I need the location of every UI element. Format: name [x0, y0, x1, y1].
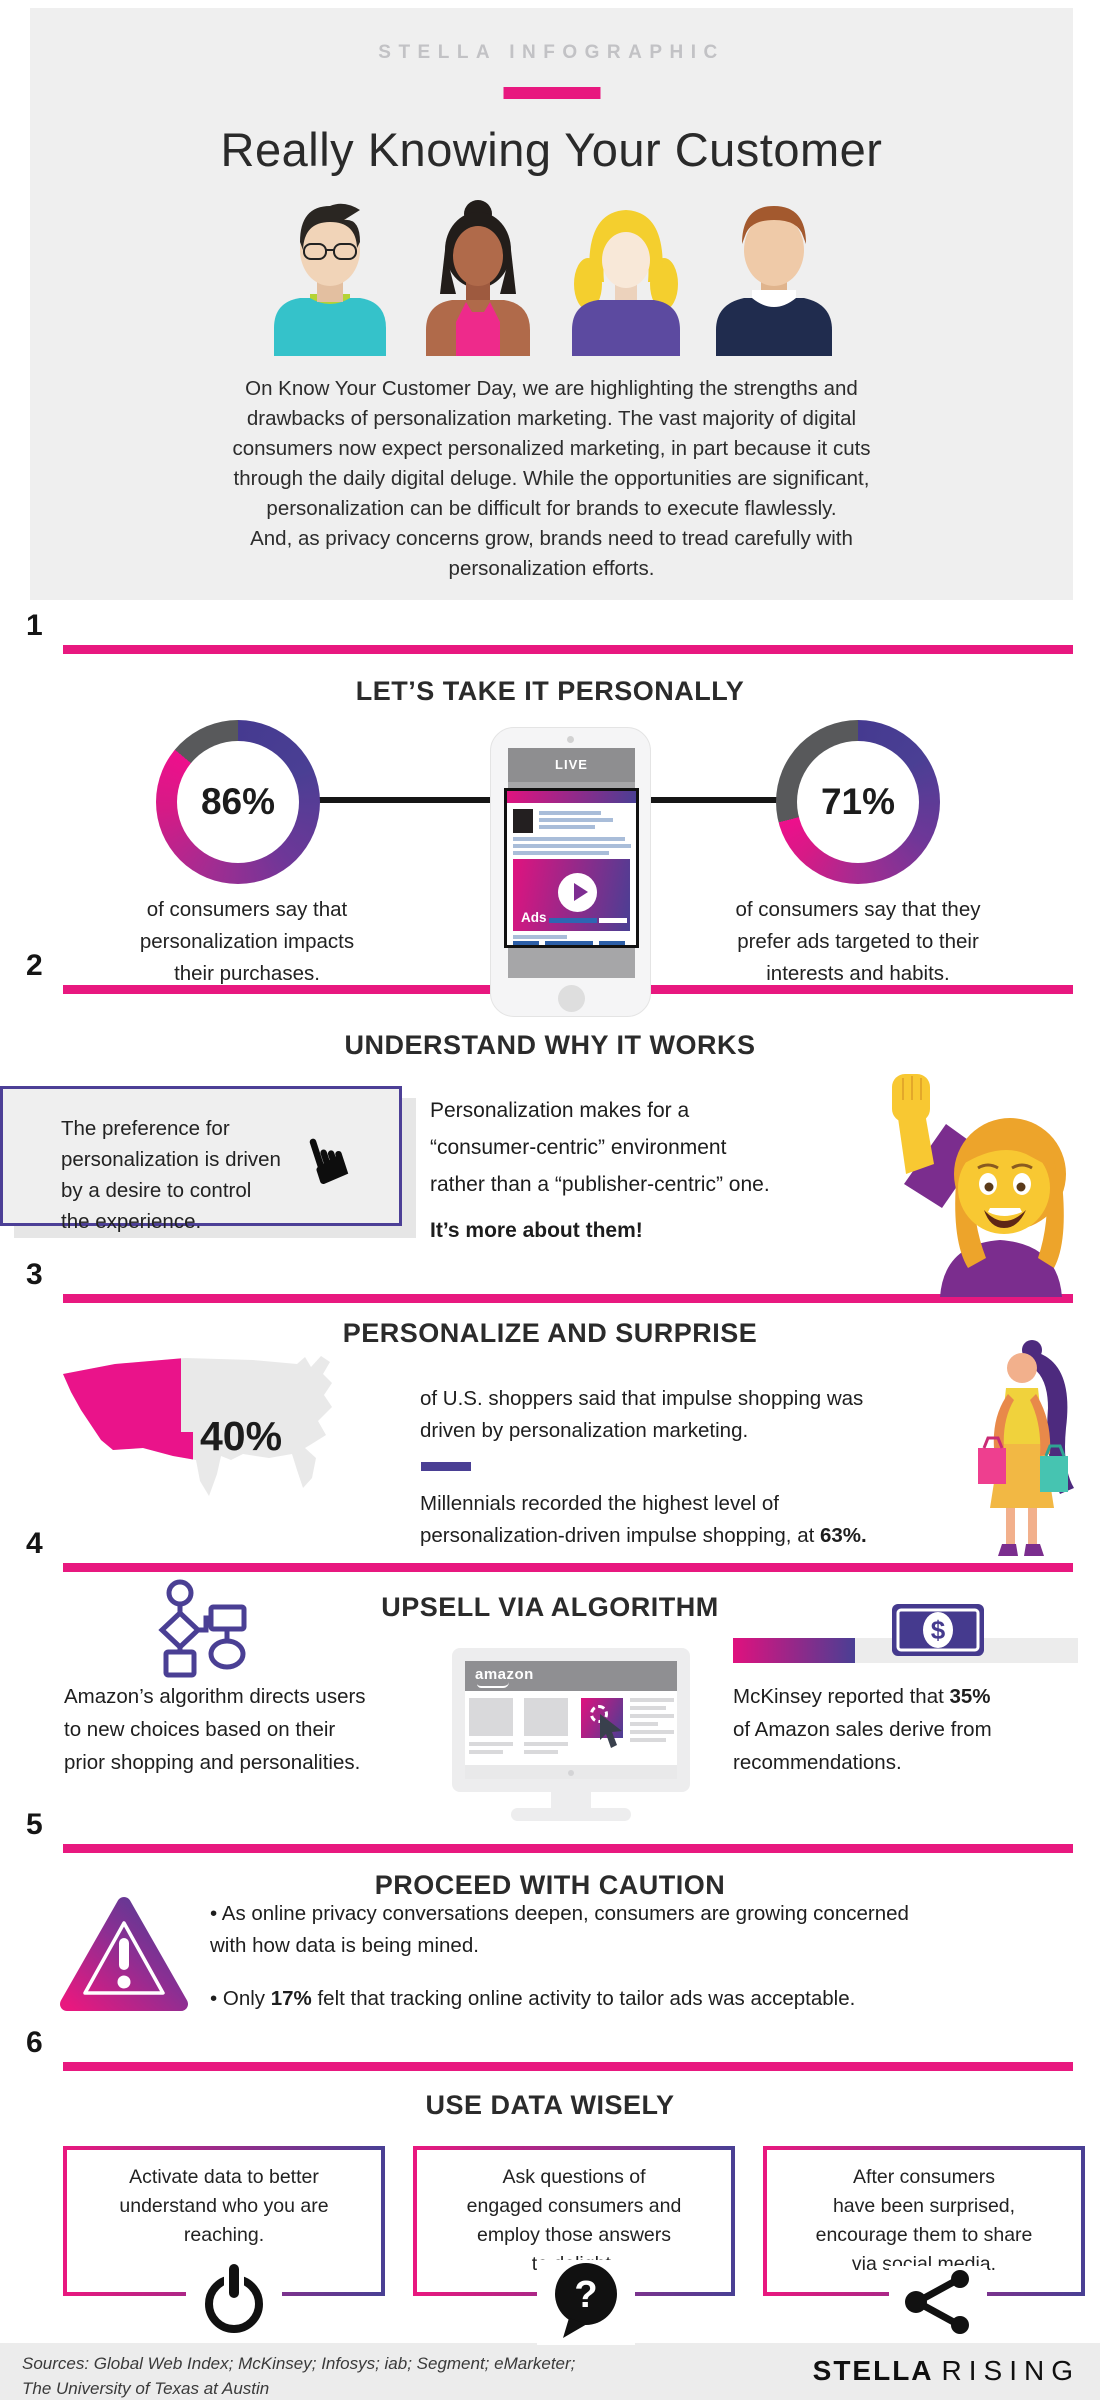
footer-bar: Sources: Global Web Index; McKinsey; Inf…	[0, 2343, 1100, 2400]
amazon-logo: amazon	[475, 1666, 534, 1683]
kicker: STELLA INFOGRAPHIC	[378, 42, 725, 63]
section-number-6: 6	[26, 2026, 43, 2059]
donut-value-71: 71%	[797, 741, 919, 863]
map-value: 40%	[200, 1413, 283, 1459]
amazon-smile-icon	[477, 1682, 509, 1688]
section-number-2: 2	[26, 949, 43, 982]
question-bubble-icon: ?	[537, 2260, 635, 2345]
bullet: •	[210, 1987, 218, 2010]
section-divider-1	[63, 645, 1073, 654]
bullet: •	[210, 1902, 218, 1925]
section-6-heading: USE DATA WISELY	[425, 2090, 675, 2120]
cursor-arrow-icon	[600, 1714, 622, 1748]
purple-accent-bar	[421, 1462, 471, 1471]
svg-text:?: ?	[574, 2274, 597, 2316]
section-5-text: • As online privacy conversations deepen…	[210, 1902, 909, 2010]
social-ad-card: Ads	[504, 788, 639, 948]
section-number-1: 1	[26, 609, 43, 642]
intro-line: through the daily digital deluge. While …	[233, 467, 870, 490]
donut-chart-86: 86%	[156, 720, 320, 884]
avatar-woman-bun	[425, 200, 530, 356]
flowchart-icon	[158, 1579, 247, 1678]
monitor-illustration: amazon	[452, 1648, 690, 1823]
section-3-text-2: Millennials recorded the highest level o…	[420, 1492, 867, 1547]
raising-hand-woman-icon	[892, 1074, 1066, 1297]
section-1-heading: LET’S TAKE IT PERSONALLY	[355, 676, 745, 706]
amazon-header-bar: amazon	[465, 1661, 677, 1691]
section-3-text-1: of U.S. shoppers said that impulse shopp…	[420, 1387, 864, 1442]
section-4-text-right: McKinsey reported that 35% of Amazon sal…	[733, 1685, 992, 1774]
play-button-icon	[558, 873, 597, 912]
money-icon: $	[892, 1604, 984, 1656]
phone-home-button	[558, 985, 585, 1012]
avatar-row	[30, 198, 1073, 356]
section-divider-3	[63, 1294, 1073, 1303]
power-icon	[186, 2264, 282, 2343]
section-number-5: 5	[26, 1808, 43, 1841]
section-number-4: 4	[26, 1527, 43, 1560]
header-panel: STELLA INFOGRAPHIC Really Knowing Your C…	[30, 8, 1073, 600]
video-progress	[549, 918, 597, 923]
millennials-value: 63%.	[819, 1524, 867, 1547]
section-divider-4	[63, 1563, 1073, 1572]
advice-box-3: After consumers have been surprised, enc…	[763, 2146, 1085, 2296]
phone-live-label: LIVE	[508, 748, 635, 782]
intro-paragraph: On Know Your Customer Day, we are highli…	[130, 374, 973, 584]
intro-line: And, as privacy concerns grow, brands ne…	[250, 527, 853, 550]
intro-line: consumers now expect personalized market…	[232, 437, 871, 460]
emphasis-line: It’s more about them!	[430, 1219, 643, 1242]
section-divider-6	[63, 2062, 1073, 2071]
section-2-heading: UNDERSTAND WHY IT WORKS	[344, 1030, 756, 1060]
section-number-3: 3	[26, 1258, 43, 1291]
svg-text:$: $	[931, 1615, 946, 1645]
intro-line: personalization can be difficult for bra…	[266, 497, 837, 520]
section-3-heading: PERSONALIZE AND SURPRISE	[342, 1318, 758, 1348]
phone-camera-dot	[567, 736, 574, 743]
callout-box: The preference for personalization is dr…	[0, 1086, 402, 1233]
share-icon	[889, 2266, 987, 2343]
section-2-text: Personalization makes for a “consumer-ce…	[430, 1092, 890, 1249]
us-map	[63, 1356, 332, 1496]
advice-box-2: Ask questions of engaged consumers and e…	[413, 2146, 735, 2296]
ad-video: Ads	[513, 859, 630, 931]
ad-gradient-bar	[507, 791, 636, 803]
ads-label: Ads	[521, 910, 547, 925]
sources-text: Sources: Global Web Index; McKinsey; Inf…	[22, 2354, 576, 2398]
avatar-man-brown-hair	[715, 206, 832, 356]
accent-bar	[503, 87, 600, 99]
donut-value-86: 86%	[177, 741, 299, 863]
warning-triangle-icon	[60, 1897, 188, 2011]
intro-line: On Know Your Customer Day, we are highli…	[245, 377, 858, 400]
donut-chart-71: 71%	[776, 720, 940, 884]
section-divider-5	[63, 1844, 1073, 1853]
page-title: Really Knowing Your Customer	[220, 123, 883, 176]
section-4-text-left: Amazon’s algorithm directs users to new …	[64, 1685, 366, 1774]
section-5-heading: PROCEED WITH CAUTION	[374, 1870, 726, 1900]
amazon-sales-value: 35%	[949, 1685, 991, 1708]
tracking-value: 17%	[270, 1987, 312, 2010]
section-4-heading: UPSELL VIA ALGORITHM	[381, 1592, 719, 1622]
intro-line: drawbacks of personalization marketing. …	[246, 407, 857, 430]
avatar-man-glasses	[273, 203, 386, 356]
phone-illustration: LIVE Ads	[490, 727, 651, 1017]
stella-rising-logo: STELLA RISING	[812, 2355, 1080, 2386]
shopper-woman-icon	[978, 1340, 1074, 1556]
donut-caption-right: of consumers say that they prefer ads ta…	[735, 898, 981, 985]
intro-line: personalization efforts.	[448, 557, 655, 580]
ad-avatar	[513, 809, 533, 833]
avatar-woman-pigtails	[571, 210, 680, 356]
starburst-icon	[590, 1705, 608, 1723]
donut-caption-left: of consumers say that personalization im…	[139, 898, 355, 985]
